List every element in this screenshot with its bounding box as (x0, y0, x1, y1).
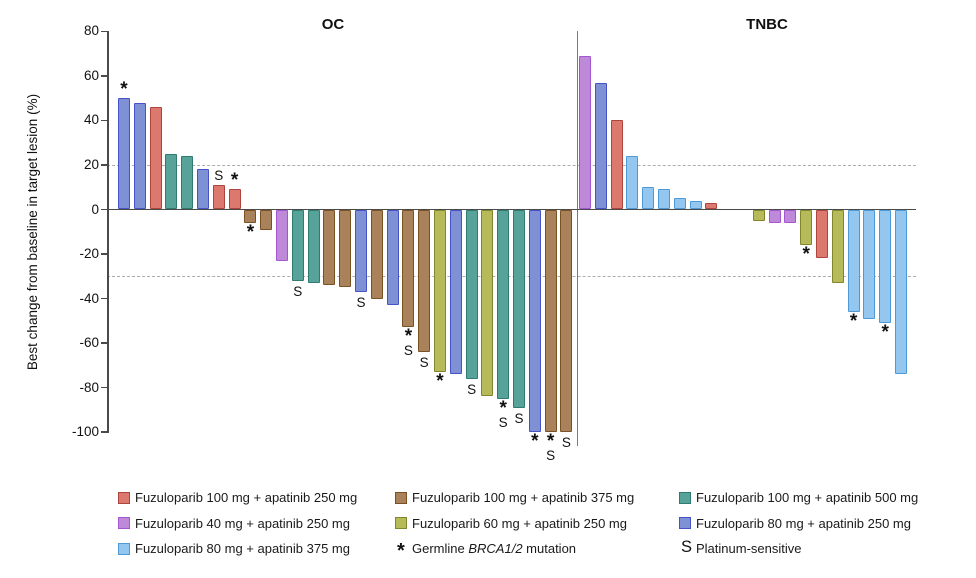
y-tick (101, 297, 107, 300)
platinum-sensitive-marker: S (214, 168, 224, 184)
legend-label: Fuzuloparib 80 mg + apatinib 250 mg (696, 515, 911, 531)
y-tick (101, 386, 107, 389)
legend-label: Platinum-sensitive (696, 541, 802, 556)
brca-mutation-asterisk: * (546, 431, 555, 453)
brca-mutation-asterisk: * (120, 79, 128, 101)
legend-label: Fuzuloparib 100 mg + apatinib 500 mg (696, 490, 919, 505)
y-tick (101, 253, 107, 255)
legend-label: Fuzuloparib 100 mg + apatinib 250 mg (135, 490, 358, 505)
platinum-sensitive-marker: S (467, 381, 477, 397)
reference-line--30 (107, 276, 916, 278)
platinum-sensitive-marker: S (498, 414, 508, 430)
y-tick-label: -40 (79, 290, 99, 306)
legend-swatch-lightblue (118, 542, 130, 555)
legend-swatch-brown (395, 491, 407, 504)
panel-separator-line (577, 31, 579, 446)
y-tick (101, 431, 107, 433)
platinum-sensitive-marker: S (514, 410, 524, 426)
y-tick-label: 0 (91, 201, 99, 217)
platinum-sensitive-marker: S (419, 354, 429, 370)
y-tick-label: -80 (79, 379, 99, 395)
brca-mutation-asterisk: * (531, 431, 539, 453)
legend-glyph-s: S (681, 538, 693, 556)
legend-label: Fuzuloparib 40 mg + apatinib 250 mg (135, 515, 350, 531)
legend-swatch-orchid (118, 517, 130, 529)
platinum-sensitive-marker: S (403, 343, 413, 359)
y-tick-label: 80 (83, 23, 99, 39)
legend-label: Fuzuloparib 100 mg + apatinib 375 mg (412, 490, 635, 505)
brca-mutation-asterisk: * (499, 397, 507, 419)
legend-label: Germline BRCA1/2 mutation (412, 541, 577, 556)
panel-title-oc: OC (321, 16, 345, 33)
y-axis-line (107, 31, 109, 433)
zero-baseline (107, 208, 916, 211)
y-tick-label: 60 (83, 67, 99, 83)
legend-label: Fuzuloparib 80 mg + apatinib 375 mg (135, 541, 350, 556)
brca-mutation-asterisk: * (802, 244, 810, 266)
platinum-sensitive-marker: S (561, 435, 571, 451)
legend-swatch-olive (395, 517, 407, 529)
legend-swatch-red (118, 491, 130, 504)
brca-mutation-asterisk: * (404, 326, 413, 348)
brca-mutation-asterisk: * (246, 221, 255, 243)
y-tick (101, 75, 107, 77)
platinum-sensitive-marker: S (356, 294, 366, 310)
reference-line-20 (107, 164, 916, 166)
y-tick-label: -20 (79, 246, 99, 261)
y-tick (101, 164, 107, 166)
y-tick-label: -100 (71, 424, 99, 440)
panel-title-tnbc: TNBC (746, 16, 788, 33)
y-tick (101, 30, 107, 33)
y-tick (101, 119, 107, 122)
platinum-sensitive-marker: S (546, 448, 556, 464)
legend-label: Fuzuloparib 60 mg + apatinib 250 mg (412, 515, 627, 531)
brca-mutation-asterisk: * (230, 170, 239, 192)
brca-mutation-asterisk: * (881, 322, 889, 343)
legend-glyph-asterisk: * (397, 540, 405, 562)
y-tick-label: 40 (83, 112, 99, 128)
y-tick-label: -60 (79, 335, 99, 351)
legend-swatch-teal (679, 491, 691, 504)
brca-mutation-asterisk: * (849, 310, 858, 332)
y-tick-label: 20 (83, 156, 99, 172)
brca-mutation-asterisk: * (436, 370, 444, 392)
platinum-sensitive-marker: S (293, 283, 303, 299)
y-tick (101, 342, 107, 344)
y-tick (101, 208, 107, 211)
legend-swatch-slate (679, 517, 691, 529)
